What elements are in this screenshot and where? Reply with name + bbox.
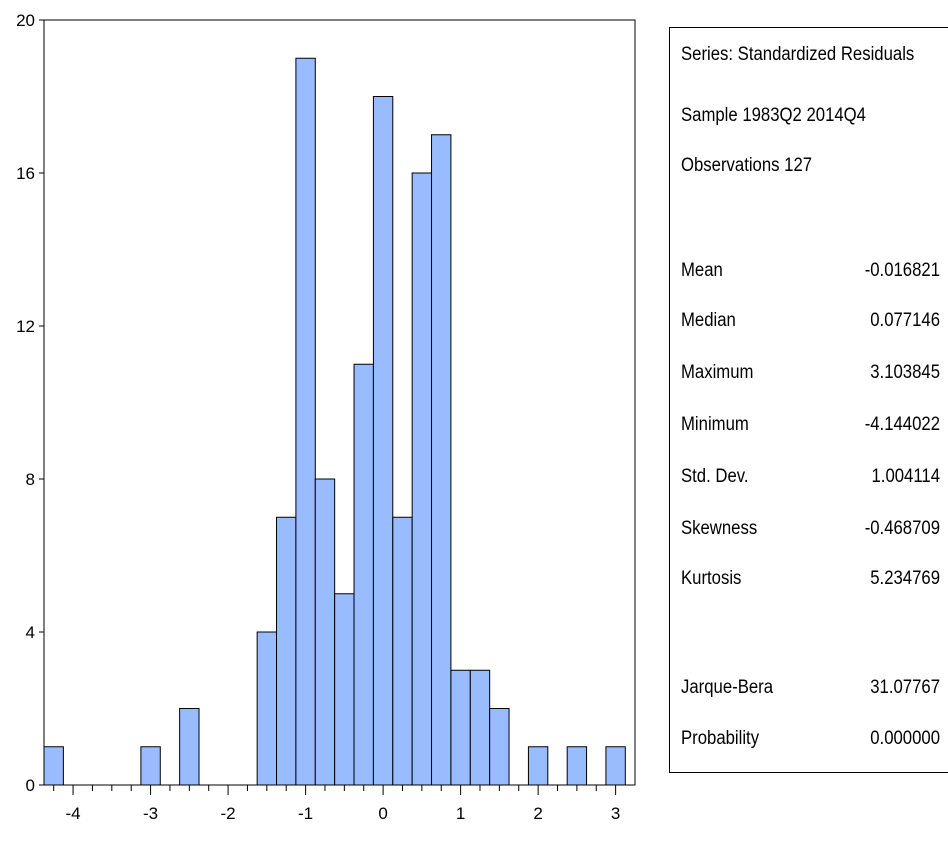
stat-label: Minimum (681, 414, 749, 435)
stat-value: -0.468709 (864, 518, 940, 539)
histogram-bar (179, 708, 200, 786)
histogram-bar (450, 669, 471, 786)
stat-label: Probability (681, 728, 760, 749)
y-tick-label: 0 (26, 776, 35, 795)
x-tick-label: -3 (143, 804, 158, 823)
stat-value: 0.077146 (870, 310, 940, 331)
y-tick-label: 8 (26, 470, 35, 489)
stat-value: 3.103845 (870, 362, 940, 383)
histogram-bar (392, 516, 413, 786)
histogram-bar (411, 172, 433, 786)
stat-label: Std. Dev. (681, 466, 749, 487)
histogram-bar (295, 57, 316, 786)
histogram-bar (334, 593, 355, 786)
y-tick-label: 4 (26, 623, 35, 642)
histogram-bar (431, 134, 452, 786)
y-tick-label: 20 (16, 11, 35, 30)
stat-value: 5.234769 (870, 568, 940, 589)
x-tick-label: -4 (66, 804, 81, 823)
stat-label: Skewness (681, 518, 758, 539)
stat-value: 0.000000 (870, 728, 940, 749)
stat-value: -0.016821 (864, 260, 940, 281)
plot-frame (43, 19, 636, 786)
x-tick-label: -1 (298, 804, 313, 823)
stat-label: Mean (681, 260, 723, 281)
histogram-bar (605, 746, 626, 786)
histogram-bar (469, 669, 491, 786)
x-tick-label: 2 (533, 804, 542, 823)
stat-label: Jarque-Bera (681, 677, 774, 698)
x-tick-label: 1 (456, 804, 465, 823)
histogram-bar (276, 516, 297, 786)
histogram-bar (566, 746, 588, 786)
stat-label: Maximum (681, 362, 754, 383)
stat-label: Kurtosis (681, 568, 742, 589)
x-tick-label: 0 (378, 804, 387, 823)
histogram-bar (140, 746, 161, 786)
statistics-panel: Series: Standardized Residuals Sample 19… (669, 27, 948, 773)
observations-count: Observations 127 (681, 155, 813, 176)
x-tick-label: -2 (221, 804, 236, 823)
histogram-bar (314, 478, 336, 786)
series-name: Series: Standardized Residuals (681, 44, 915, 65)
stat-value: 31.07767 (870, 677, 940, 698)
histogram-bar (527, 746, 549, 786)
stat-label: Median (681, 310, 736, 331)
y-tick-label: 12 (16, 317, 35, 336)
sample-range: Sample 1983Q2 2014Q4 (681, 105, 866, 126)
stat-value: 1.004114 (871, 466, 940, 487)
histogram-bar (353, 363, 374, 786)
histogram-bar (256, 631, 278, 786)
stat-value: -4.144022 (864, 414, 940, 435)
y-tick-label: 16 (16, 164, 35, 183)
histogram-bar (489, 708, 510, 786)
x-tick-label: 3 (611, 804, 620, 823)
histogram-bar (43, 746, 64, 786)
histogram-bar (372, 96, 394, 786)
